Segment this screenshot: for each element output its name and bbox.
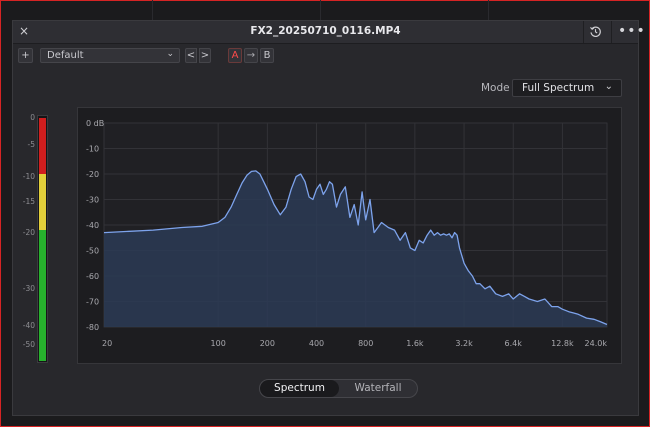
background-divider — [488, 0, 489, 20]
y-tick-label: -20 — [86, 170, 99, 179]
chevron-down-icon: ⌄ — [166, 49, 174, 59]
y-tick-label: -30 — [86, 196, 99, 205]
view-toggle: Spectrum Waterfall — [259, 379, 418, 398]
meter-scale: 0 -5 -10 -15 -20 -30 -40 -50 — [13, 113, 35, 373]
next-preset-button[interactable]: > — [199, 48, 211, 63]
meter-red-zone — [39, 118, 46, 174]
fx-window: × FX2_20250710_0116.MP4 ••• + Default ⌄ … — [12, 20, 645, 416]
title-bar: × FX2_20250710_0116.MP4 ••• — [13, 21, 645, 44]
copy-a-to-b-button[interactable]: → — [244, 48, 258, 63]
titlebar-divider — [583, 21, 584, 43]
y-tick-label: -10 — [86, 145, 99, 154]
x-tick-label: 800 — [358, 339, 373, 348]
meter-tick: -5 — [27, 140, 35, 149]
y-tick-label: -80 — [86, 323, 99, 332]
x-tick-label: 6.4k — [505, 339, 523, 348]
meter-green-zone — [39, 230, 46, 361]
more-options-icon[interactable]: ••• — [618, 23, 646, 39]
mode-dropdown[interactable]: Full Spectrum ⌄ — [512, 79, 622, 97]
y-tick-label: 0 dB — [86, 119, 104, 128]
titlebar-divider — [611, 21, 612, 43]
spectrum-line — [103, 170, 608, 326]
x-tick-label: 100 — [211, 339, 226, 348]
background-divider — [152, 0, 153, 20]
previous-preset-button[interactable]: < — [185, 48, 197, 63]
meter-tick: -30 — [22, 284, 35, 293]
y-tick-label: -50 — [86, 247, 99, 256]
x-tick-label: 24.0k — [585, 339, 608, 348]
spectrum-plot: 0 dB -10 -20 -30 -40 -50 -60 -70 -80 20 100 200 400 8… — [77, 107, 622, 364]
x-tick-label: 20 — [102, 339, 112, 348]
x-tick-label: 400 — [309, 339, 324, 348]
b-compare-button[interactable]: B — [260, 48, 274, 63]
x-tick-label: 3.2k — [455, 339, 473, 348]
meter-tick: -40 — [22, 321, 35, 330]
meter-tick: -20 — [22, 228, 35, 237]
meter-tick: 0 — [30, 113, 35, 122]
tab-waterfall[interactable]: Waterfall — [354, 382, 402, 394]
x-tick-label: 1.6k — [406, 339, 424, 348]
y-tick-label: -60 — [86, 272, 99, 281]
y-tick-label: -70 — [86, 298, 99, 307]
window-title: FX2_20250710_0116.MP4 — [250, 25, 401, 37]
mode-label: Mode — [481, 82, 510, 94]
preset-value: Default — [47, 50, 84, 61]
tab-spectrum[interactable]: Spectrum — [260, 380, 339, 397]
chevron-down-icon: ⌄ — [604, 81, 613, 92]
x-tick-label: 200 — [260, 339, 275, 348]
mode-value: Full Spectrum — [522, 82, 595, 94]
add-button[interactable]: + — [18, 48, 33, 63]
meter-tick: -10 — [22, 172, 35, 181]
reset-history-icon[interactable] — [589, 25, 602, 38]
close-icon[interactable]: × — [19, 24, 30, 38]
meter-tick: -15 — [22, 197, 35, 206]
background-divider — [320, 0, 321, 20]
y-tick-label: -40 — [86, 221, 99, 230]
meter-tick: -50 — [22, 340, 35, 349]
a-compare-button[interactable]: A — [228, 48, 242, 63]
meter-yellow-zone — [39, 174, 46, 230]
preset-dropdown[interactable]: Default ⌄ — [40, 48, 180, 63]
level-meter — [37, 115, 48, 363]
x-tick-label: 12.8k — [551, 339, 574, 348]
toolbar: + Default ⌄ < > A → B — [13, 44, 638, 66]
